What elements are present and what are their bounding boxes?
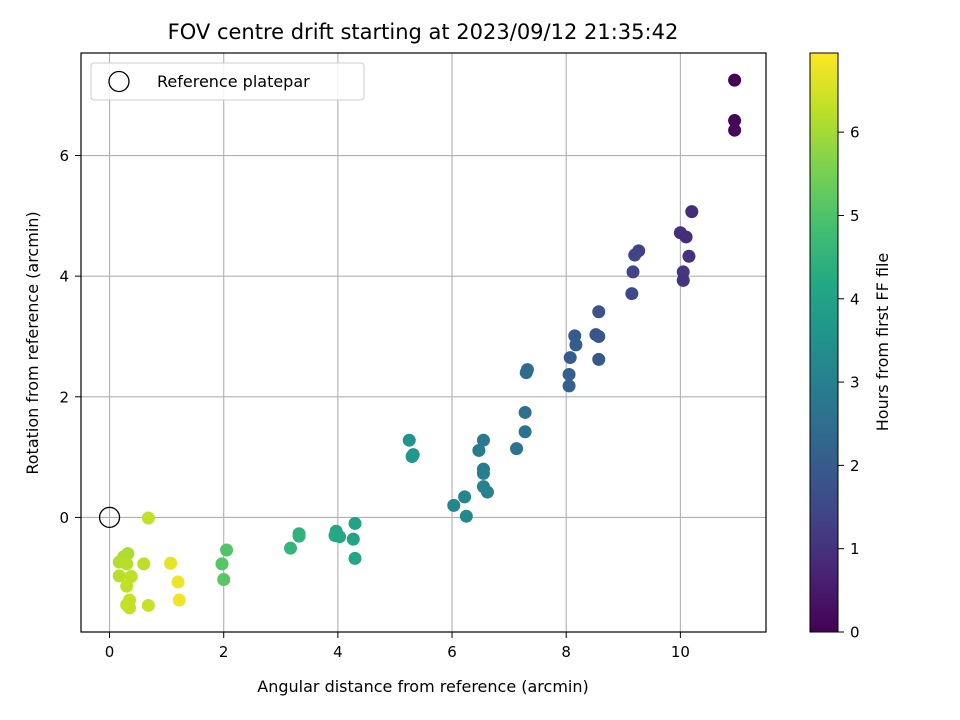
- legend: Reference platepar: [90, 62, 365, 101]
- data-point: [628, 248, 642, 262]
- data-point: [510, 442, 524, 456]
- data-point: [348, 516, 362, 530]
- data-point: [123, 601, 137, 615]
- data-point: [141, 511, 155, 525]
- x-tick-label: 6: [447, 643, 457, 661]
- y-tick-label: 2: [59, 388, 69, 406]
- data-point: [292, 529, 306, 543]
- data-point: [346, 532, 360, 546]
- data-point: [476, 466, 490, 480]
- data-point: [685, 205, 699, 219]
- x-axis-label: Angular distance from reference (arcmin): [257, 677, 588, 696]
- data-point: [592, 352, 606, 366]
- data-point: [459, 509, 473, 523]
- colorbar-tick-label: 5: [850, 207, 860, 225]
- data-point: [458, 490, 472, 504]
- data-point: [626, 265, 640, 279]
- colorbar-tick-label: 2: [850, 457, 860, 475]
- data-point: [447, 498, 461, 512]
- data-point: [728, 73, 742, 87]
- data-point: [406, 448, 420, 462]
- data-point: [172, 593, 186, 607]
- colorbar-tick-label: 6: [850, 124, 860, 142]
- data-point: [215, 557, 229, 571]
- legend-label: Reference platepar: [157, 72, 310, 91]
- data-points: [112, 73, 742, 615]
- data-point: [728, 123, 742, 137]
- colorbar-label: Hours from first FF file: [873, 253, 892, 432]
- data-point: [518, 425, 532, 439]
- data-point: [562, 379, 576, 393]
- colorbar-ticks: 0 1 2 3 4 5 6: [838, 124, 860, 642]
- data-point: [283, 541, 297, 555]
- colorbar-tick-label: 4: [850, 290, 860, 308]
- colorbar-gradient: [809, 52, 839, 633]
- data-point: [625, 287, 639, 301]
- colorbar-tick-label: 3: [850, 374, 860, 392]
- data-point: [164, 556, 178, 570]
- data-point: [472, 443, 486, 457]
- data-point: [679, 230, 693, 244]
- plot-frame: [80, 52, 767, 633]
- data-point: [682, 249, 696, 263]
- reference-point-marker: [98, 506, 121, 529]
- y-axis-label: Rotation from reference (arcmin): [23, 211, 42, 474]
- x-axis-ticks: 0 2 4 6 8 10: [105, 632, 690, 661]
- data-point: [402, 433, 416, 447]
- data-point: [217, 573, 231, 587]
- legend-box: [90, 62, 365, 101]
- x-tick-label: 4: [333, 643, 343, 661]
- data-point: [348, 551, 362, 565]
- data-point: [518, 405, 532, 419]
- y-tick-label: 4: [59, 268, 69, 286]
- data-point: [728, 114, 742, 128]
- data-point: [480, 485, 494, 499]
- colorbar-tick-label: 0: [850, 624, 860, 642]
- data-point: [220, 543, 234, 557]
- legend-marker: [108, 70, 130, 93]
- y-axis-ticks: 0 2 4 6: [59, 147, 81, 527]
- data-point: [592, 329, 606, 343]
- colorbar: 0 1 2 3 4 5 6 Hours from first FF file: [809, 52, 892, 642]
- x-tick-label: 8: [561, 643, 571, 661]
- data-point: [120, 579, 134, 593]
- data-point: [569, 338, 583, 352]
- x-tick-label: 10: [671, 643, 690, 661]
- data-point: [519, 366, 533, 380]
- x-tick-label: 0: [105, 643, 115, 661]
- data-point: [562, 367, 576, 381]
- data-point: [120, 557, 134, 571]
- y-tick-label: 0: [59, 509, 69, 527]
- data-point: [563, 351, 577, 365]
- data-point: [112, 569, 126, 583]
- data-point: [476, 433, 490, 447]
- colorbar-tick-label: 1: [850, 540, 860, 558]
- data-point: [171, 575, 185, 589]
- data-point: [124, 570, 138, 584]
- data-point: [676, 273, 690, 287]
- x-tick-label: 2: [219, 643, 229, 661]
- data-point: [141, 598, 155, 612]
- chart-title: FOV centre drift starting at 2023/09/12 …: [168, 20, 679, 44]
- grid: [81, 53, 766, 632]
- data-point: [137, 557, 151, 571]
- data-point: [328, 529, 342, 542]
- data-point: [592, 305, 606, 319]
- y-tick-label: 6: [59, 147, 69, 165]
- reference-marker-layer: [98, 506, 121, 529]
